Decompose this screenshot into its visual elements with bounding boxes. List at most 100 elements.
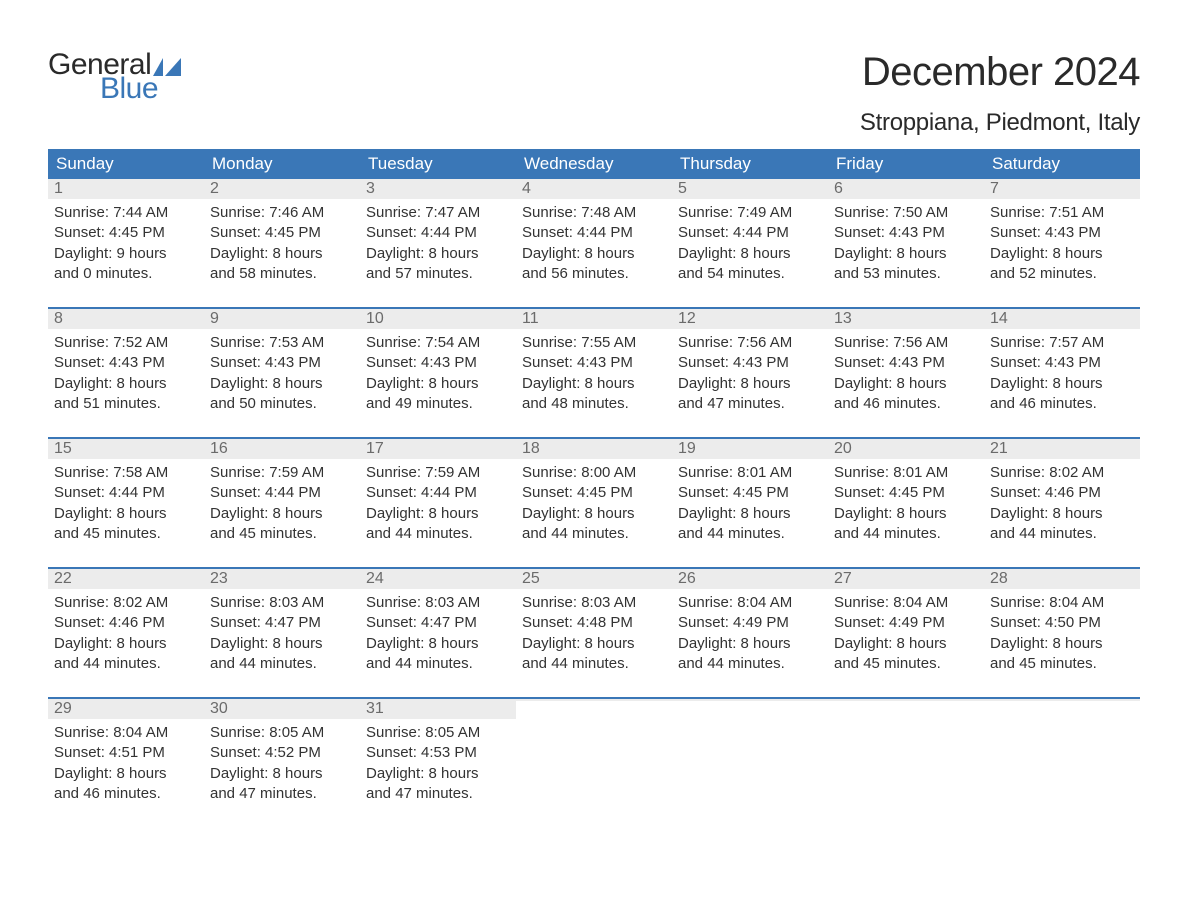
day-header-wed: Wednesday [516, 149, 672, 179]
day-body: Sunrise: 8:04 AMSunset: 4:49 PMDaylight:… [672, 589, 828, 674]
day-number-row: 27 [828, 569, 984, 589]
day-number-row: 20 [828, 439, 984, 459]
daylight-line-1: Daylight: 8 hours [210, 374, 354, 394]
day-number: 21 [990, 440, 1008, 457]
daylight-line-2: and 44 minutes. [990, 524, 1134, 544]
day-body: Sunrise: 8:03 AMSunset: 4:48 PMDaylight:… [516, 589, 672, 674]
week-row: 8Sunrise: 7:52 AMSunset: 4:43 PMDaylight… [48, 307, 1140, 437]
day-number-row: 29 [48, 699, 204, 719]
day-body: Sunrise: 7:56 AMSunset: 4:43 PMDaylight:… [828, 329, 984, 414]
day-cell: 7Sunrise: 7:51 AMSunset: 4:43 PMDaylight… [984, 179, 1140, 307]
daylight-line-2: and 47 minutes. [678, 394, 822, 414]
calendar: Sunday Monday Tuesday Wednesday Thursday… [48, 149, 1140, 827]
day-number: 14 [990, 310, 1008, 327]
sunrise-line: Sunrise: 7:47 AM [366, 203, 510, 223]
day-number-row: 31 [360, 699, 516, 719]
day-cell: 3Sunrise: 7:47 AMSunset: 4:44 PMDaylight… [360, 179, 516, 307]
day-cell: 24Sunrise: 8:03 AMSunset: 4:47 PMDayligh… [360, 569, 516, 697]
day-number-row: 4 [516, 179, 672, 199]
day-number-row: 26 [672, 569, 828, 589]
day-cell [672, 699, 828, 827]
day-number-row: 7 [984, 179, 1140, 199]
sunrise-line: Sunrise: 8:04 AM [834, 593, 978, 613]
day-number: 28 [990, 570, 1008, 587]
sunset-line: Sunset: 4:45 PM [210, 223, 354, 243]
daylight-line-2: and 45 minutes. [54, 524, 198, 544]
daylight-line-1: Daylight: 8 hours [678, 374, 822, 394]
sunset-line: Sunset: 4:44 PM [210, 483, 354, 503]
day-body: Sunrise: 7:44 AMSunset: 4:45 PMDaylight:… [48, 199, 204, 284]
day-number-row: 5 [672, 179, 828, 199]
day-number-row: 1 [48, 179, 204, 199]
title-block: December 2024 Stroppiana, Piedmont, Ital… [860, 50, 1140, 137]
sunset-line: Sunset: 4:43 PM [366, 353, 510, 373]
sunset-line: Sunset: 4:51 PM [54, 743, 198, 763]
day-number: 12 [678, 310, 696, 327]
day-number: 27 [834, 570, 852, 587]
day-cell: 21Sunrise: 8:02 AMSunset: 4:46 PMDayligh… [984, 439, 1140, 567]
sunset-line: Sunset: 4:45 PM [834, 483, 978, 503]
day-number-row [672, 699, 828, 701]
sunset-line: Sunset: 4:47 PM [210, 613, 354, 633]
daylight-line-2: and 49 minutes. [366, 394, 510, 414]
day-body: Sunrise: 7:47 AMSunset: 4:44 PMDaylight:… [360, 199, 516, 284]
sunrise-line: Sunrise: 7:50 AM [834, 203, 978, 223]
day-number-row: 22 [48, 569, 204, 589]
day-body: Sunrise: 7:49 AMSunset: 4:44 PMDaylight:… [672, 199, 828, 284]
sunset-line: Sunset: 4:46 PM [990, 483, 1134, 503]
day-number-row: 9 [204, 309, 360, 329]
daylight-line-2: and 50 minutes. [210, 394, 354, 414]
day-number-row: 30 [204, 699, 360, 719]
daylight-line-1: Daylight: 8 hours [834, 244, 978, 264]
daylight-line-2: and 45 minutes. [834, 654, 978, 674]
daylight-line-1: Daylight: 8 hours [366, 374, 510, 394]
daylight-line-2: and 46 minutes. [54, 784, 198, 804]
day-number: 20 [834, 440, 852, 457]
daylight-line-1: Daylight: 8 hours [522, 504, 666, 524]
day-number: 6 [834, 180, 843, 197]
day-body: Sunrise: 7:46 AMSunset: 4:45 PMDaylight:… [204, 199, 360, 284]
logo: General Blue [48, 50, 181, 104]
day-header-sun: Sunday [48, 149, 204, 179]
sunset-line: Sunset: 4:44 PM [522, 223, 666, 243]
day-cell: 12 Sunrise: 7:56 AMSunset: 4:43 PMDayligh… [672, 309, 828, 437]
sunrise-line: Sunrise: 8:01 AM [678, 463, 822, 483]
daylight-line-2: and 44 minutes. [522, 654, 666, 674]
daylight-line-2: and 56 minutes. [522, 264, 666, 284]
day-body: Sunrise: 7:56 AMSunset: 4:43 PMDaylight:… [672, 329, 828, 414]
day-cell: 17Sunrise: 7:59 AMSunset: 4:44 PMDayligh… [360, 439, 516, 567]
daylight-line-1: Daylight: 8 hours [366, 504, 510, 524]
day-cell: 14Sunrise: 7:57 AMSunset: 4:43 PMDayligh… [984, 309, 1140, 437]
daylight-line-2: and 44 minutes. [678, 524, 822, 544]
day-number-row: 13 [828, 309, 984, 329]
daylight-line-2: and 47 minutes. [366, 784, 510, 804]
day-number: 4 [522, 180, 531, 197]
day-body: Sunrise: 7:58 AMSunset: 4:44 PMDaylight:… [48, 459, 204, 544]
sunrise-line: Sunrise: 7:57 AM [990, 333, 1134, 353]
daylight-line-1: Daylight: 9 hours [54, 244, 198, 264]
daylight-line-1: Daylight: 8 hours [522, 374, 666, 394]
daylight-line-1: Daylight: 8 hours [990, 504, 1134, 524]
daylight-line-1: Daylight: 8 hours [990, 634, 1134, 654]
day-body: Sunrise: 7:50 AMSunset: 4:43 PMDaylight:… [828, 199, 984, 284]
sunrise-line: Sunrise: 7:46 AM [210, 203, 354, 223]
daylight-line-2: and 58 minutes. [210, 264, 354, 284]
daylight-line-1: Daylight: 8 hours [834, 504, 978, 524]
day-number-row: 16 [204, 439, 360, 459]
sunrise-line: Sunrise: 7:55 AM [522, 333, 666, 353]
day-number: 17 [366, 440, 384, 457]
day-cell: 19Sunrise: 8:01 AMSunset: 4:45 PMDayligh… [672, 439, 828, 567]
day-number: 5 [678, 180, 687, 197]
day-number: 19 [678, 440, 696, 457]
day-cell: 1Sunrise: 7:44 AMSunset: 4:45 PMDaylight… [48, 179, 204, 307]
sunset-line: Sunset: 4:43 PM [678, 353, 822, 373]
sunset-line: Sunset: 4:43 PM [522, 353, 666, 373]
day-cell: 28Sunrise: 8:04 AMSunset: 4:50 PMDayligh… [984, 569, 1140, 697]
week-row: 29Sunrise: 8:04 AMSunset: 4:51 PMDayligh… [48, 697, 1140, 827]
day-number: 24 [366, 570, 384, 587]
sunset-line: Sunset: 4:43 PM [990, 353, 1134, 373]
sunrise-line: Sunrise: 7:56 AM [678, 333, 822, 353]
day-number-row: 24 [360, 569, 516, 589]
day-number: 7 [990, 180, 999, 197]
day-body: Sunrise: 7:54 AMSunset: 4:43 PMDaylight:… [360, 329, 516, 414]
